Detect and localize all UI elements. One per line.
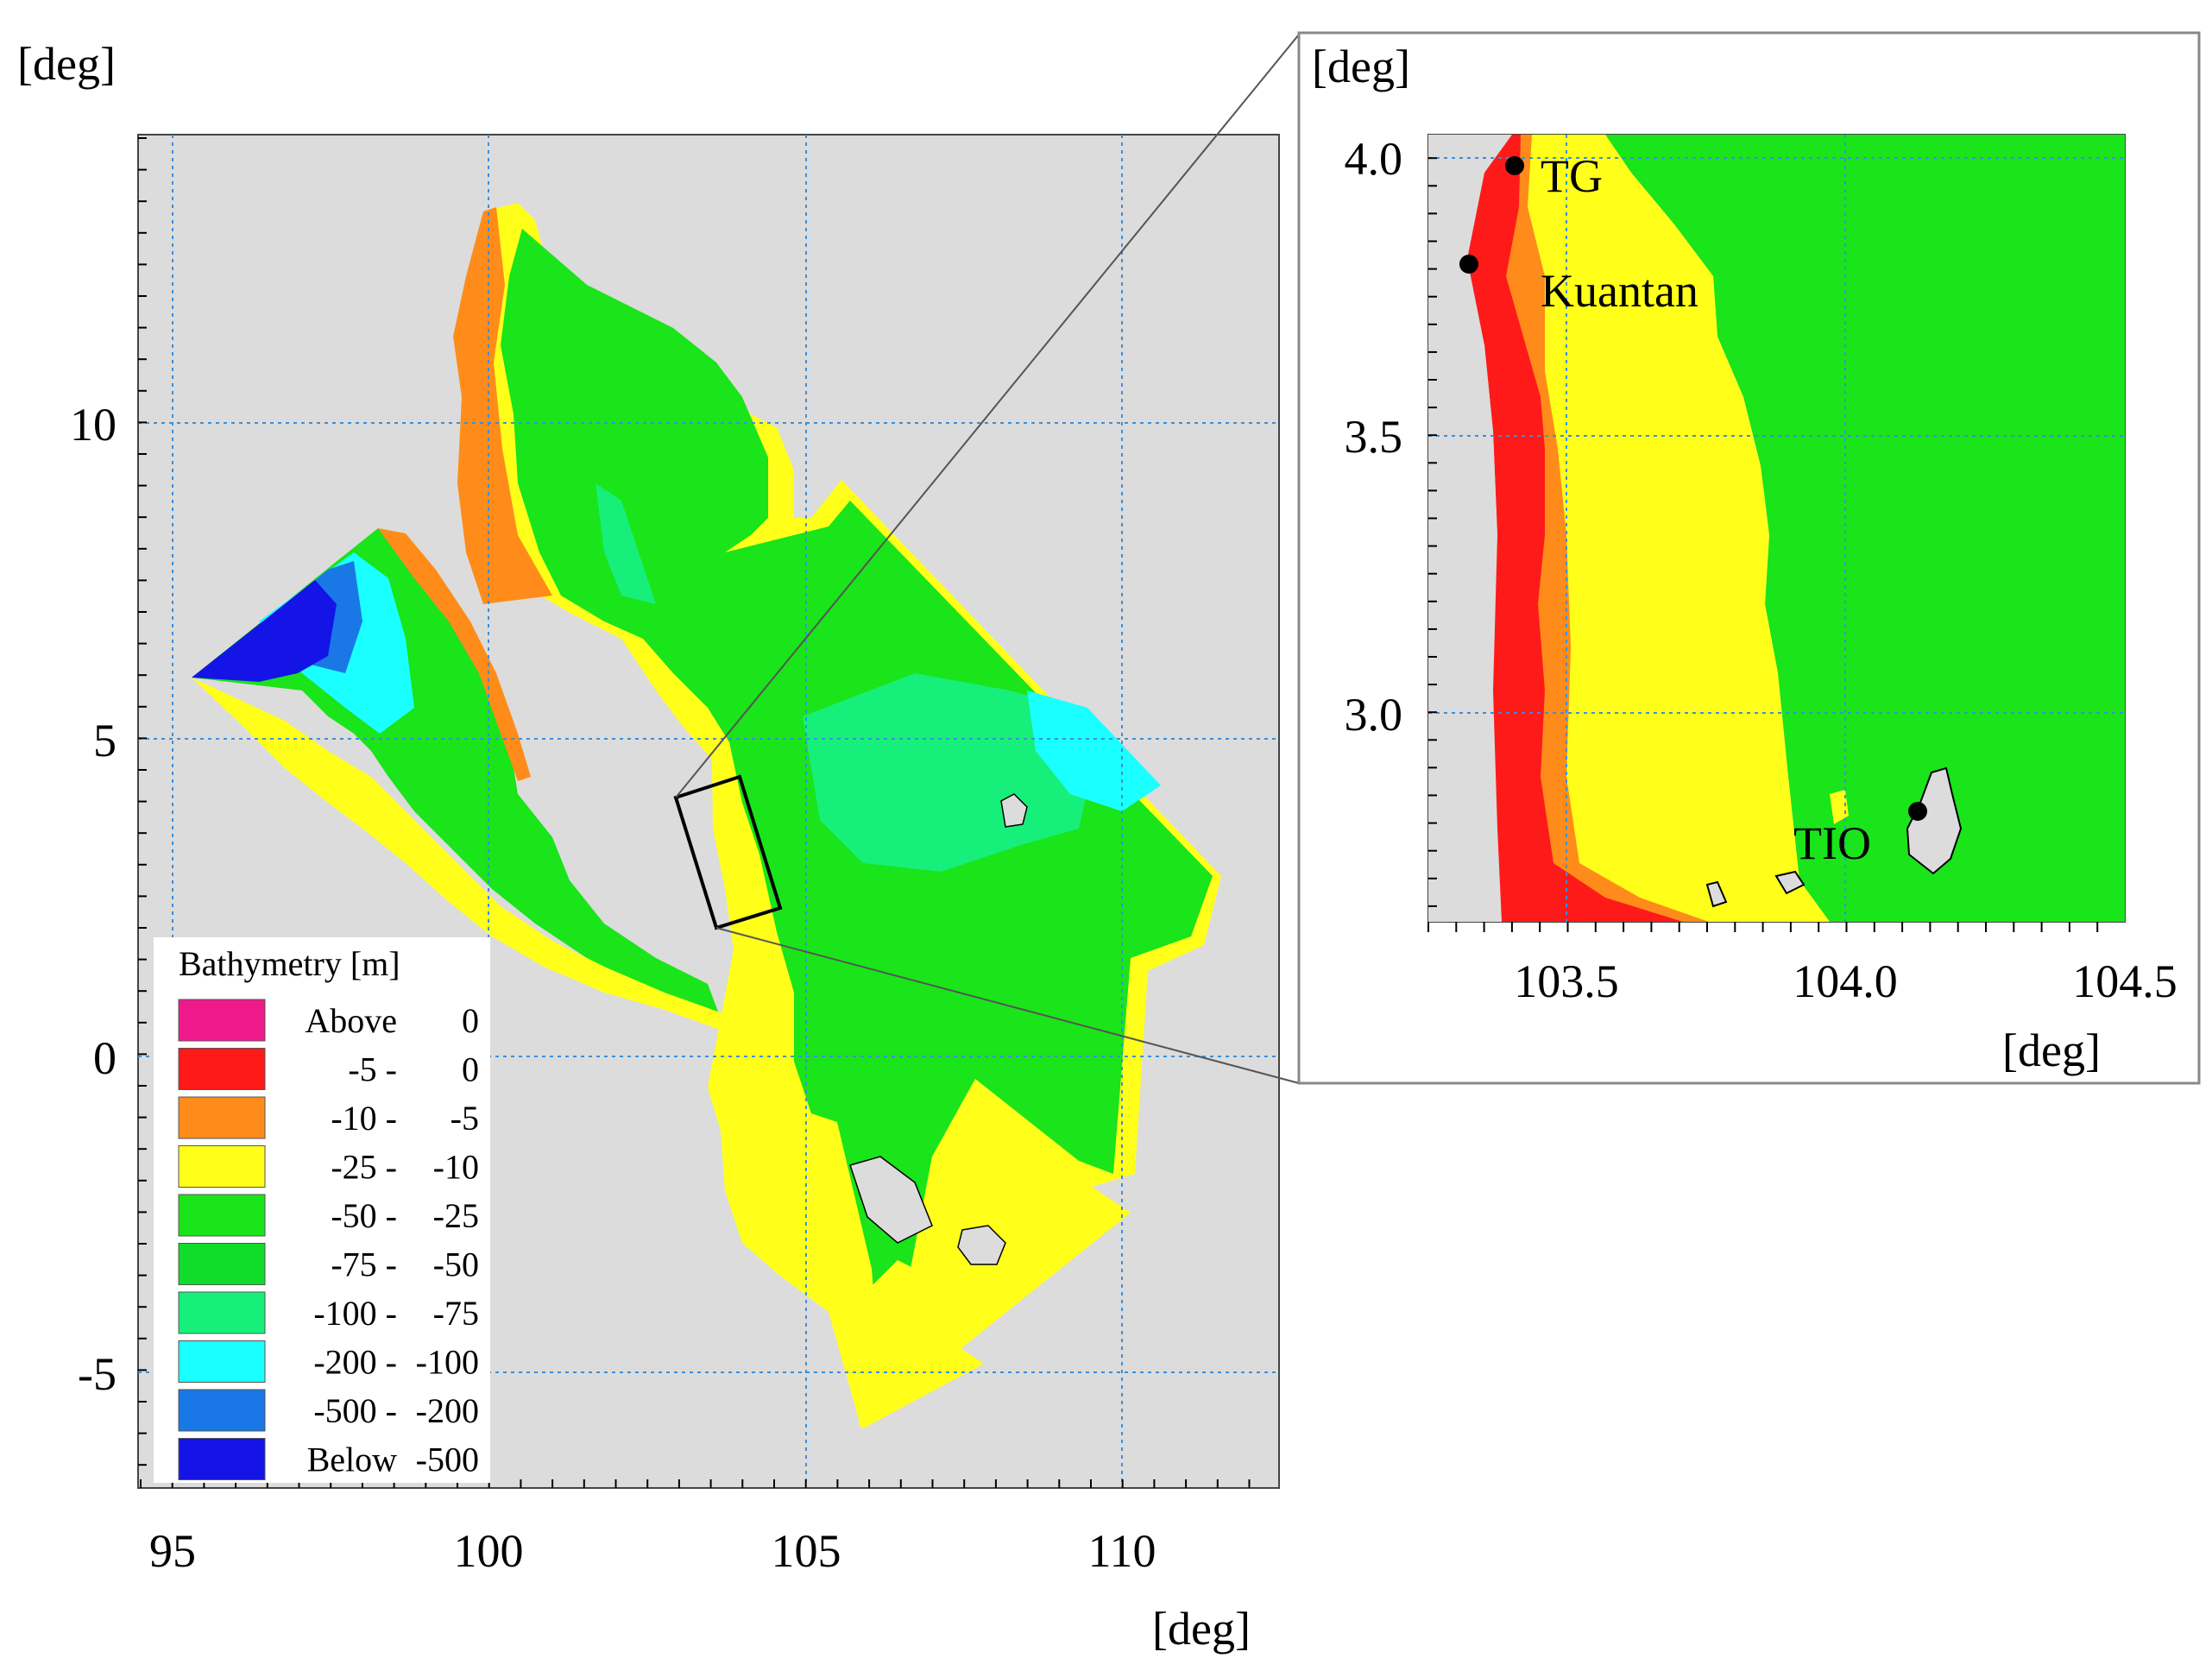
inset-island-small-3 <box>1705 880 1728 908</box>
y-tick-label-5: 5 <box>93 715 117 766</box>
x-tick-label-105: 105 <box>772 1525 841 1577</box>
inset-grid <box>1428 135 2125 922</box>
gulf-orange-fringe <box>453 207 552 604</box>
legend-swatch-0 <box>178 999 266 1042</box>
inset-yellow-shelf <box>1510 135 1830 922</box>
kuantan-station-marker <box>1459 255 1478 274</box>
legend-swatch-6 <box>178 1291 266 1334</box>
inset-red-coast <box>1467 135 1683 922</box>
main-unit-bottom: [deg] <box>1152 1603 1251 1655</box>
legend-range-from-1: -5 - <box>348 1050 397 1089</box>
connector-line-bottom <box>715 927 1300 1084</box>
inset-green-sea <box>1605 135 2125 922</box>
legend-range-from-6: -100 - <box>313 1294 397 1333</box>
deep-100-200-patch <box>1027 690 1161 811</box>
tio-label: TIO <box>1793 817 1871 869</box>
legend-range-from-5: -75 - <box>331 1245 397 1284</box>
legend-title: Bathymetry [m] <box>179 944 400 983</box>
inset-y-tick-label-35: 3.5 <box>1345 411 1403 463</box>
legend: Bathymetry [m] Above 0 -5 - 0 -10 - -5 -25 - -1… <box>154 937 490 1483</box>
andaman-east-fringe <box>378 528 531 781</box>
y-tick-label--5: -5 <box>78 1348 117 1400</box>
y-tick-label-10: 10 <box>70 399 117 451</box>
legend-range-to-0: 0 <box>462 1001 479 1040</box>
inset-island-small-2 <box>1830 790 1849 824</box>
legend-range-to-8: -200 <box>416 1391 479 1430</box>
inset-island-small-1 <box>1774 870 1806 895</box>
legend-swatch-9 <box>178 1438 266 1480</box>
andaman-deep-blue <box>192 580 337 682</box>
x-tick-label-95: 95 <box>149 1525 196 1577</box>
legend-range-to-5: -50 <box>433 1245 479 1284</box>
legend-range-from-8: -500 - <box>313 1391 397 1430</box>
island-bangka <box>849 1156 933 1244</box>
legend-range-to-3: -10 <box>433 1148 479 1187</box>
main-map: 95 100 105 110 10 5 0 -5 [deg] [deg] Bat… <box>17 38 1280 1655</box>
legend-swatch-8 <box>178 1389 266 1432</box>
legend-range-to-9: -500 <box>416 1441 479 1479</box>
legend-range-from-0: Above <box>305 1001 397 1040</box>
legend-swatch-5 <box>178 1243 266 1285</box>
legend-range-from-7: -200 - <box>313 1343 397 1382</box>
legend-swatch-4 <box>178 1194 266 1237</box>
gulf-deep-patch <box>596 483 656 604</box>
main-unit-top: [deg] <box>17 38 116 90</box>
connector-line-top <box>675 34 1300 798</box>
inset-x-tick-label-1040: 104.0 <box>1793 955 1898 1007</box>
y-tick-label-0: 0 <box>93 1032 117 1084</box>
legend-swatch-3 <box>178 1145 266 1188</box>
tg-label: TG <box>1541 150 1603 202</box>
inset-x-tick-label-1035: 103.5 <box>1514 955 1619 1007</box>
kuantan-label: Kuantan <box>1541 265 1698 317</box>
inset-selection-box <box>673 774 783 930</box>
inset-map: TG Kuantan TIO 103.5 104.0 104.5 4.0 3.5… <box>1297 31 2201 1085</box>
legend-range-to-2: -5 <box>451 1099 479 1138</box>
legend-range-from-2: -10 - <box>331 1099 397 1138</box>
island-belitung <box>957 1225 1006 1265</box>
legend-swatch-1 <box>178 1048 266 1090</box>
legend-range-to-4: -25 <box>433 1196 479 1235</box>
legend-range-to-1: 0 <box>462 1050 479 1089</box>
legend-range-to-7: -100 <box>416 1343 479 1382</box>
x-tick-label-100: 100 <box>454 1525 524 1577</box>
andaman-yellow-coast <box>192 678 725 1031</box>
island-natuna <box>1000 793 1028 828</box>
tio-station-marker <box>1908 802 1927 821</box>
legend-range-from-4: -50 - <box>331 1196 397 1235</box>
legend-swatch-7 <box>178 1340 266 1383</box>
main-y-minor-ticks <box>138 137 147 1466</box>
inset-unit-bottom: [deg] <box>2002 1024 2101 1076</box>
inset-y-minor-ticks <box>1428 157 1437 907</box>
sea-main <box>453 203 1221 1428</box>
tg-station-marker <box>1505 156 1524 175</box>
inset-x-tick-label-1045: 104.5 <box>2072 955 2177 1007</box>
legend-range-from-3: -25 - <box>331 1148 397 1187</box>
inset-land-coast <box>1428 135 1512 922</box>
legend-range-to-6: -75 <box>433 1294 479 1333</box>
inset-x-minor-ticks <box>1427 922 2099 932</box>
legend-swatch-2 <box>178 1096 266 1139</box>
inset-y-tick-label-40: 4.0 <box>1345 133 1403 185</box>
inset-y-tick-label-30: 3.0 <box>1345 689 1403 741</box>
legend-range-from-9: Below <box>307 1441 398 1479</box>
sea-andaman <box>192 528 725 1031</box>
x-tick-label-110: 110 <box>1088 1525 1156 1577</box>
java-sea-yellow <box>859 1260 984 1428</box>
inset-unit-top: [deg] <box>1312 41 1410 92</box>
